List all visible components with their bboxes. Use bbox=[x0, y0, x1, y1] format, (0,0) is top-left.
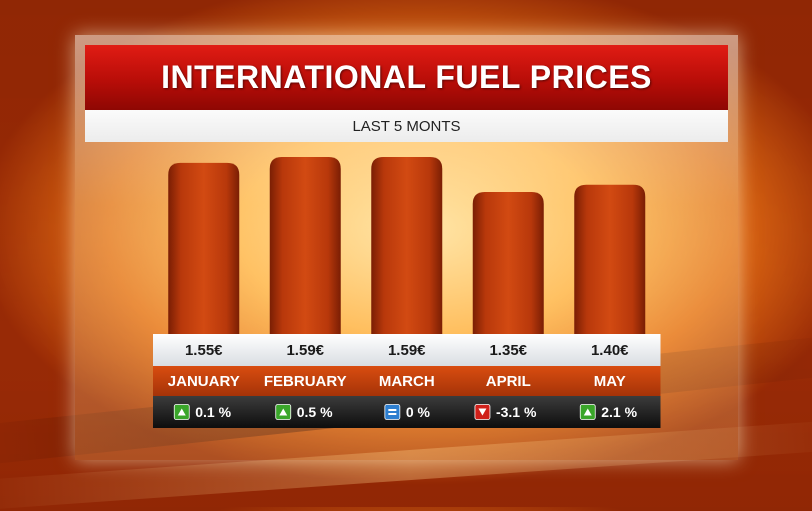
value-label: 1.55€ bbox=[185, 342, 223, 359]
category-label: JANUARY bbox=[168, 373, 240, 390]
category-cell bbox=[356, 366, 458, 396]
category-cell bbox=[153, 366, 255, 396]
bar-january bbox=[168, 162, 240, 336]
arrow-up-glyph bbox=[177, 408, 186, 416]
bar-march bbox=[371, 157, 443, 336]
arrow-up-glyph bbox=[279, 408, 288, 416]
bar-april bbox=[472, 192, 544, 336]
value-label: 1.59€ bbox=[388, 342, 426, 359]
value-label: 1.35€ bbox=[489, 342, 527, 359]
change-label: 0 % bbox=[406, 404, 431, 420]
value-label: 1.40€ bbox=[591, 342, 629, 359]
bar-february bbox=[269, 157, 341, 336]
category-label: MAY bbox=[594, 373, 626, 390]
category-label: APRIL bbox=[486, 373, 531, 390]
arrow-up-glyph bbox=[583, 408, 592, 416]
change-label: 2.1 % bbox=[601, 404, 637, 420]
value-cell bbox=[153, 334, 255, 366]
value-cell bbox=[254, 334, 356, 366]
change-label: 0.5 % bbox=[297, 404, 333, 420]
equals-icon bbox=[384, 404, 401, 420]
change-label: 0.1 % bbox=[195, 404, 231, 420]
change-cell bbox=[559, 396, 661, 428]
value-cell bbox=[457, 334, 559, 366]
title-bar: INTERNATIONAL FUEL PRICES bbox=[85, 45, 728, 110]
arrow-down-glyph bbox=[478, 408, 487, 416]
change-cell bbox=[153, 396, 255, 428]
value-label: 1.59€ bbox=[286, 342, 324, 359]
value-cell bbox=[559, 334, 661, 366]
category-cell bbox=[457, 366, 559, 396]
change-cell bbox=[254, 396, 356, 428]
bar-may bbox=[574, 184, 646, 336]
change-cell bbox=[457, 396, 559, 428]
value-cell bbox=[356, 334, 458, 366]
change-cell bbox=[356, 396, 458, 428]
category-cell bbox=[559, 366, 661, 396]
subtitle-bar: LAST 5 MONTS bbox=[85, 110, 728, 142]
equals-glyph bbox=[388, 413, 397, 415]
chart-subtitle: LAST 5 MONTS bbox=[352, 117, 461, 135]
category-label: MARCH bbox=[379, 373, 435, 390]
change-label: -3.1 % bbox=[496, 404, 537, 420]
equals-glyph bbox=[388, 409, 397, 411]
chart-title: INTERNATIONAL FUEL PRICES bbox=[161, 59, 652, 95]
category-label: FEBRUARY bbox=[264, 373, 347, 390]
category-cell bbox=[254, 366, 356, 396]
